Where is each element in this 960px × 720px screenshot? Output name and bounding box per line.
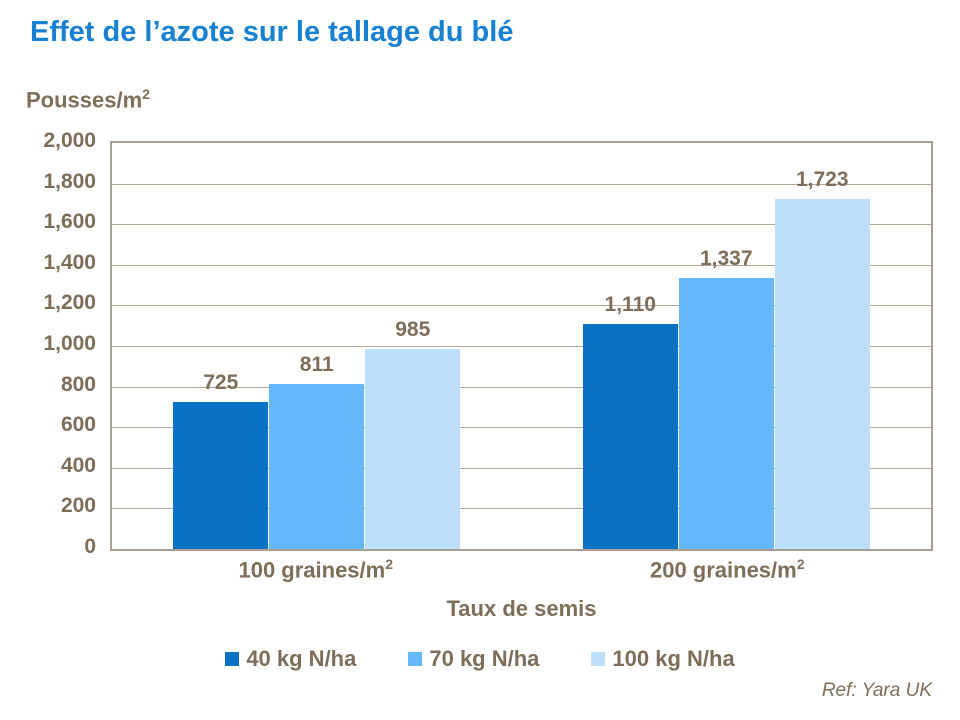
bar-value-label: 725 — [203, 370, 239, 394]
category-label-sup: 2 — [796, 556, 805, 572]
bar: 811 — [269, 353, 365, 549]
ytick-label: 1,400 — [43, 250, 96, 274]
bar-value-label: 1,337 — [699, 246, 753, 270]
category-label: 200 graines/m2 — [522, 556, 934, 583]
chart-plot-area: 725 811 985 1,110 1,337 1,723 — [110, 141, 933, 551]
legend-label: 40 kg N/ha — [246, 646, 357, 671]
category-label-text: 100 graines/m — [238, 557, 386, 583]
category-label-text: 200 graines/m — [649, 557, 797, 583]
gridline — [112, 467, 931, 469]
chart-legend: 40 kg N/ha 70 kg N/ha 100 kg N/ha — [0, 646, 960, 672]
bar: 985 — [365, 318, 461, 549]
legend-label: 100 kg N/ha — [612, 646, 735, 671]
legend-item: 40 kg N/ha — [225, 646, 356, 672]
bar-value-label: 985 — [395, 318, 431, 342]
legend-item: 100 kg N/ha — [591, 646, 735, 672]
ytick-label: 0 — [84, 535, 96, 558]
y-axis-title: Pousses/m2 — [26, 86, 150, 113]
bar: 1,723 — [774, 168, 870, 549]
gridline — [112, 346, 931, 347]
gridline — [112, 183, 931, 185]
ytick-label: 600 — [60, 413, 96, 437]
x-axis-title: Taux de semis — [446, 596, 597, 621]
ytick-label: 800 — [60, 372, 96, 396]
bar-value-label: 811 — [299, 353, 334, 377]
gridline — [112, 508, 931, 510]
bar-group: 725 811 985 — [112, 143, 522, 549]
y-axis-title-text: Pousses/m — [26, 87, 143, 113]
ytick-label: 200 — [60, 494, 96, 518]
gridline — [112, 305, 931, 307]
legend-swatch — [225, 652, 240, 666]
chart-title: Effet de l’azote sur le tallage du blé — [30, 16, 514, 48]
bar-value-label: 1,110 — [604, 292, 656, 316]
bar-group: 1,110 1,337 1,723 — [522, 143, 932, 549]
ytick-label: 1,000 — [43, 332, 96, 355]
ytick-label: 1,800 — [43, 169, 96, 193]
legend-label: 70 kg N/ha — [429, 646, 540, 671]
category-label-sup: 2 — [385, 556, 394, 572]
ytick-label: 1,200 — [43, 291, 96, 315]
legend-swatch — [591, 652, 606, 666]
bar: 1,337 — [678, 247, 774, 549]
ytick-label: 1,600 — [43, 210, 96, 234]
ytick-label: 2,000 — [43, 129, 96, 152]
bar-value-label: 1,723 — [795, 168, 849, 192]
bar: 1,110 — [582, 293, 678, 549]
legend-item: 70 kg N/ha — [408, 646, 539, 672]
ytick-label: 400 — [60, 453, 96, 477]
category-label: 100 graines/m2 — [110, 556, 522, 583]
y-axis-title-sup: 2 — [142, 86, 150, 102]
gridline — [112, 224, 931, 226]
legend-swatch — [408, 652, 423, 666]
gridline — [112, 386, 931, 388]
bar-groups: 725 811 985 1,110 1,337 1,723 — [112, 143, 931, 549]
category-axis: 100 graines/m2 200 graines/m2 — [110, 556, 933, 583]
bar: 725 — [173, 371, 269, 549]
reference-note: Ref: Yara UK — [821, 680, 932, 701]
gridline — [112, 427, 931, 429]
y-axis-tick-labels: 0 200 400 600 800 1,000 1,200 1,400 1,600 1,800 2,… — [0, 129, 96, 558]
gridline — [112, 264, 931, 266]
